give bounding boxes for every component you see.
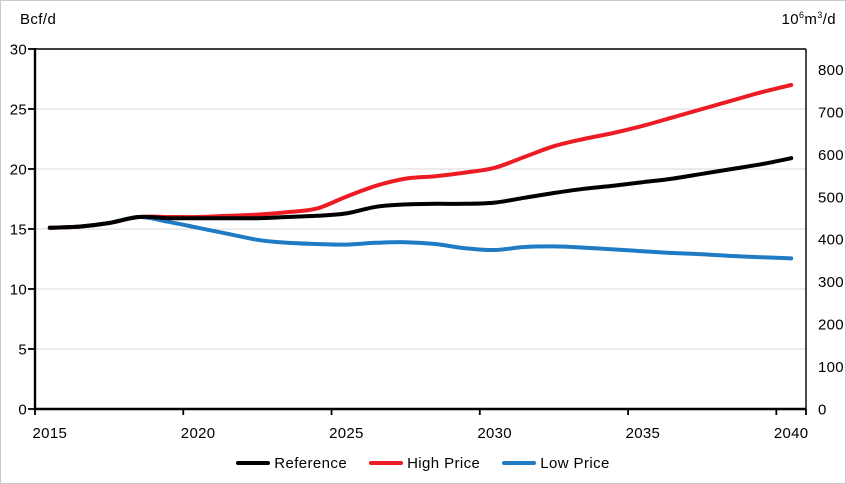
right-axis-title-base: 10: [781, 11, 799, 28]
x-tick-label: 2030: [477, 425, 512, 442]
y-tick-label-right: 200: [818, 316, 844, 333]
gridlines: [35, 108, 806, 350]
y-tick-label-left: 25: [10, 101, 27, 118]
y-tick-label-right: 500: [818, 189, 844, 206]
right-axis-title-sup1: 6: [798, 10, 805, 20]
series-line-reference: [47, 156, 794, 230]
tick-marks: [28, 48, 807, 415]
y-tick-label-right: 300: [818, 274, 844, 291]
left-axis-title: Bcf/d: [20, 11, 56, 28]
high-price-line-swatch: [369, 461, 404, 465]
x-tick-label: 2035: [626, 425, 661, 442]
y-tick-label-left: 15: [10, 221, 27, 238]
right-axis-title: 106m3/d: [781, 10, 836, 29]
series-line-low-price: [47, 214, 794, 261]
left-axis-title-text: Bcf/d: [20, 11, 57, 28]
series-line-high-price: [47, 83, 794, 230]
legend-label-reference: Reference: [274, 454, 348, 472]
legend-item-low-price: Low Price: [502, 455, 609, 472]
tick-labels: 0510152025300100200300400500600700800201…: [10, 41, 844, 442]
y-tick-label-right: 400: [818, 232, 844, 249]
y-tick-label-left: 30: [10, 41, 27, 58]
x-tick-label: 2040: [774, 425, 809, 442]
x-tick-label: 2020: [181, 425, 216, 442]
y-tick-label-left: 20: [10, 161, 27, 178]
right-axis-title-mid: m: [804, 11, 818, 28]
right-axis-title-sup2: 3: [817, 10, 823, 20]
legend-item-reference: Reference: [236, 455, 347, 472]
y-tick-label-right: 100: [818, 359, 844, 376]
low-price-line-swatch: [502, 461, 537, 465]
y-tick-label-left: 0: [18, 401, 27, 418]
legend-item-high-price: High Price: [369, 455, 480, 472]
y-tick-label-left: 10: [10, 281, 27, 298]
x-tick-label: 2015: [33, 425, 68, 442]
chart-legend: Reference High Price Low Price: [1, 452, 845, 474]
series-lines: [47, 83, 794, 261]
y-tick-label-right: 700: [818, 105, 844, 122]
right-axis-title-end: /d: [822, 11, 836, 28]
y-tick-label-right: 800: [818, 62, 844, 79]
legend-label-low-price: Low Price: [540, 454, 610, 472]
y-tick-label-left: 5: [18, 341, 27, 358]
x-tick-label: 2025: [329, 425, 364, 442]
reference-line-swatch: [236, 461, 271, 465]
y-tick-label-right: 600: [818, 147, 844, 164]
y-tick-label-right: 0: [818, 401, 827, 418]
legend-label-high-price: High Price: [407, 454, 481, 472]
